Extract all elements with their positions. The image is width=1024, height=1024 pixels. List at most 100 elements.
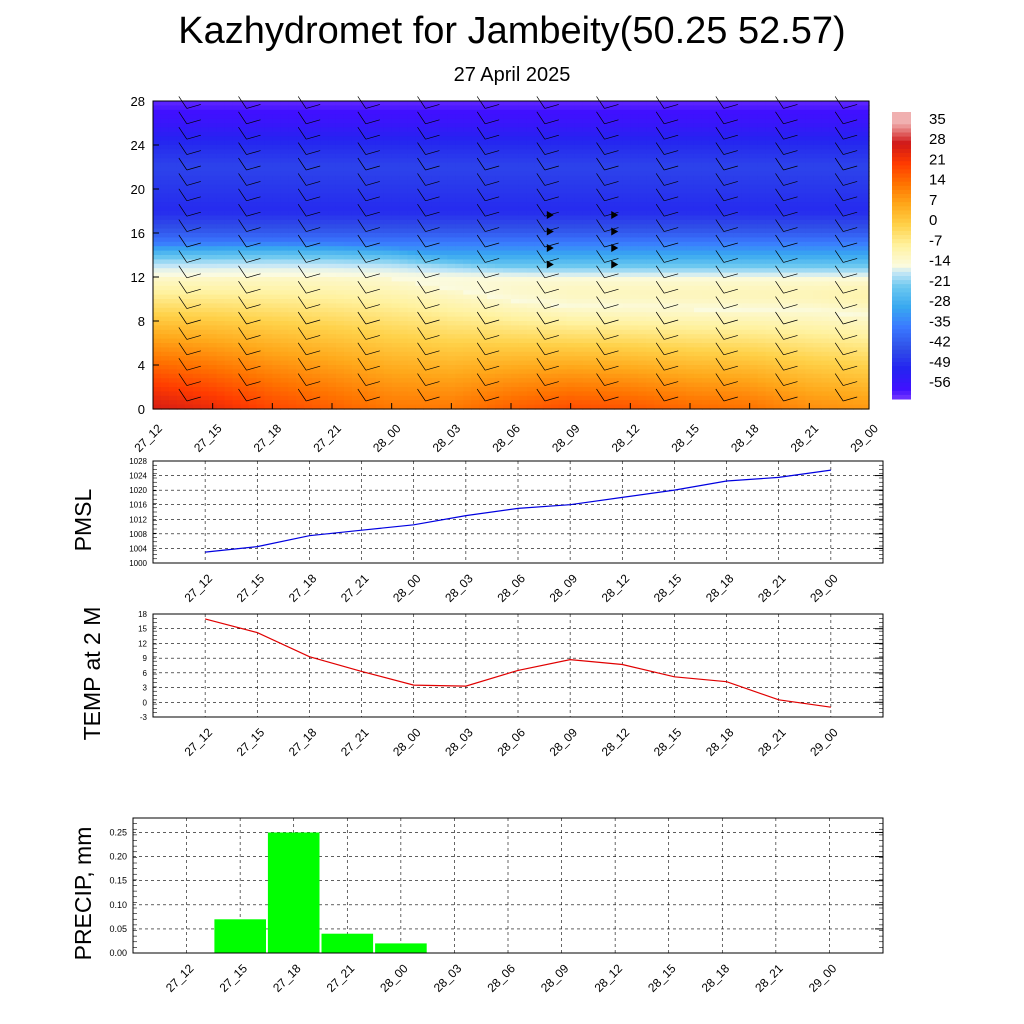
x-tick-label: 27_15	[191, 421, 225, 455]
x-tick-label: 28_15	[651, 725, 685, 759]
pmsl-panel: 1000 1004 1008 1012 1016 1020 1024 1028 27_12 27_…	[70, 457, 884, 605]
x-tick-label: 27_18	[286, 571, 320, 605]
y-tick-label: 24	[131, 138, 145, 153]
x-tick-label: 28_18	[699, 961, 733, 995]
colorbar-label: 0	[929, 212, 937, 229]
precip-bar	[214, 919, 266, 954]
colorbar-label: 21	[929, 151, 946, 168]
y-tick-label: 4	[138, 358, 145, 373]
colorbar-label: -21	[929, 273, 951, 290]
y-tick-label: 1020	[129, 486, 147, 495]
x-tick-label: 28_00	[390, 725, 424, 759]
x-tick-label: 28_21	[788, 421, 822, 455]
wind-pennant	[611, 227, 619, 236]
colorbar-label: -35	[929, 313, 951, 330]
y-tick-label: 12	[138, 639, 147, 648]
x-tick-label: 27_21	[310, 421, 344, 455]
x-tick-label: 28_18	[703, 571, 737, 605]
colorbar-label: -56	[929, 374, 951, 391]
x-tick-label: 28_21	[755, 725, 789, 759]
x-tick-label: 27_12	[131, 421, 165, 455]
colorbar-label: -42	[929, 334, 951, 351]
precip-panel-border	[132, 817, 884, 954]
temp2m-panel-border	[152, 613, 884, 718]
y-tick-label: 1016	[129, 501, 147, 510]
y-tick-label: 0.00	[109, 948, 127, 958]
x-tick-label: 27_18	[270, 961, 304, 995]
x-tick-label: 28_09	[538, 961, 572, 995]
colorbar-label: 14	[929, 172, 946, 189]
y-tick-label: 0	[138, 402, 145, 417]
wind-pennant	[611, 260, 619, 269]
x-tick-label: 28_06	[484, 961, 518, 995]
y-tick-label: 1024	[129, 472, 147, 481]
x-tick-label: 28_18	[703, 725, 737, 759]
x-tick-label: 28_15	[668, 421, 702, 455]
y-tick-label: 16	[131, 226, 145, 241]
x-tick-label: 28_03	[431, 961, 465, 995]
y-tick-label: 18	[138, 610, 147, 619]
pmsl-panel-ylabel: PMSL	[70, 488, 96, 551]
wind-pennant	[546, 211, 554, 219]
y-tick-label: 15	[138, 625, 147, 634]
precip-bar	[321, 933, 374, 953]
colorbar-label: -28	[929, 293, 951, 310]
x-tick-label: 29_00	[806, 961, 840, 995]
y-tick-label: 9	[143, 654, 148, 663]
y-tick-label: 6	[143, 669, 148, 678]
x-tick-label: 28_06	[494, 725, 528, 759]
x-tick-label: 28_15	[651, 571, 685, 605]
y-tick-label: 8	[138, 314, 145, 329]
x-tick-label: 28_06	[494, 571, 528, 605]
x-tick-label: 28_03	[430, 421, 464, 455]
precip-bar	[267, 832, 320, 953]
pmsl-panel-border	[152, 460, 884, 564]
chart-subtitle: 27 April 2025	[453, 64, 571, 86]
temp2m-panel: -3 0 3 6 9 12 15 18 27_12 27_15 27_18 27_21 28_00 28_…	[79, 607, 884, 759]
precip-panel: 0.00 0.05 0.10 0.15 0.20 0.25 27_12 27_15 27_18 2…	[70, 817, 884, 995]
y-tick-label: 1000	[129, 559, 147, 568]
wind-pennant	[611, 244, 619, 252]
y-tick-label: 28	[131, 94, 145, 109]
temp2m-panel-ylabel: TEMP at 2 M	[79, 607, 105, 741]
y-tick-label: 3	[143, 684, 148, 693]
colorbar-label: -14	[929, 253, 951, 270]
y-tick-label: 0.15	[109, 876, 127, 886]
x-tick-label: 27_18	[251, 421, 285, 455]
y-tick-label: 20	[131, 182, 145, 197]
y-tick-label: 0.05	[109, 924, 127, 934]
x-tick-label: 28_00	[377, 961, 411, 995]
y-tick-label: 0.20	[109, 852, 127, 862]
x-tick-label: 27_21	[324, 961, 358, 995]
y-tick-label: 0.25	[109, 827, 127, 837]
colorbar: 35 28 21 14 7 0 -7 -14 -21 -28 -35 -42 -49 -56	[892, 111, 951, 400]
y-tick-label: 0	[143, 698, 148, 707]
x-tick-label: 29_00	[807, 571, 841, 605]
x-tick-label: 27_15	[234, 571, 268, 605]
wind-pennant	[546, 244, 554, 252]
x-tick-label: 27_12	[163, 961, 197, 995]
x-tick-label: 27_21	[338, 571, 372, 605]
x-tick-label: 28_00	[370, 421, 404, 455]
temp2m-panel-frame	[152, 613, 884, 718]
x-tick-label: 28_06	[489, 421, 523, 455]
x-tick-label: 28_12	[609, 421, 643, 455]
x-tick-label: 28_12	[599, 571, 633, 605]
x-tick-label: 28_21	[755, 571, 789, 605]
y-tick-label: 0.10	[109, 900, 127, 910]
colorbar-label: 35	[929, 111, 946, 128]
x-tick-label: 28_00	[390, 571, 424, 605]
precip-panel-ylabel: PRECIP, mm	[70, 827, 96, 961]
wind-pennant	[546, 227, 554, 236]
x-tick-label: 27_15	[217, 961, 251, 995]
x-tick-label: 28_09	[549, 421, 583, 455]
colorbar-label: 7	[929, 192, 937, 209]
y-tick-label: 1008	[129, 530, 147, 539]
x-tick-label: 27_18	[286, 725, 320, 759]
x-tick-label: 28_12	[592, 961, 626, 995]
y-tick-label: -3	[140, 713, 148, 722]
y-tick-label: 1004	[129, 544, 147, 553]
x-tick-label: 28_03	[442, 725, 476, 759]
x-tick-label: 29_00	[847, 421, 881, 455]
